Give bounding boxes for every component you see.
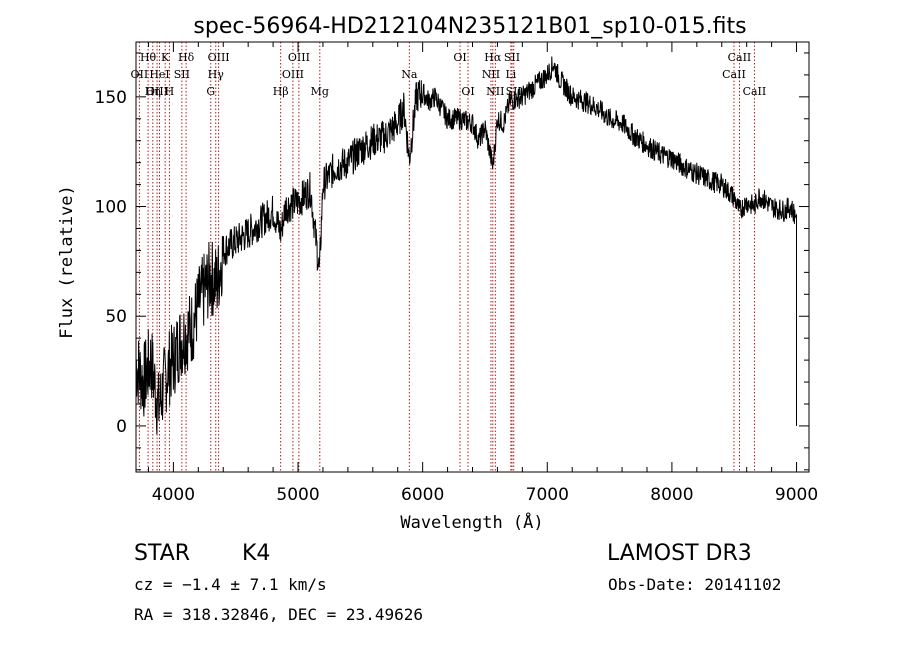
reference-line-label: Hβ bbox=[273, 85, 289, 98]
y-tick-label: 0 bbox=[116, 417, 127, 437]
axis-ticks bbox=[136, 42, 809, 472]
reference-line-labels: OIIHθHηOIIIHeIKHSIIHδGHγOIIIHβOIIIOIIIMg… bbox=[131, 51, 767, 98]
coordinates: RA = 318.32846, DEC = 23.49626 bbox=[134, 605, 423, 624]
spectrum-line bbox=[135, 56, 797, 435]
object-class: STAR bbox=[134, 541, 191, 566]
reference-line-label: SII bbox=[174, 68, 190, 81]
reference-line-label: OIII bbox=[208, 51, 230, 64]
reference-line-label: Li bbox=[505, 68, 516, 81]
reference-line-label: Hα bbox=[484, 51, 502, 64]
reference-line-label: HeI bbox=[149, 68, 169, 81]
x-tick-label: 5000 bbox=[276, 485, 319, 505]
reference-line-label: NII bbox=[482, 68, 500, 81]
reference-lines bbox=[138, 42, 755, 472]
reference-line-label: Hδ bbox=[178, 51, 195, 64]
y-tick-label: 100 bbox=[95, 198, 127, 218]
y-tick-label: 50 bbox=[105, 307, 127, 327]
x-tick-label: 4000 bbox=[152, 485, 195, 505]
reference-line-label: Hθ bbox=[140, 51, 157, 64]
reference-line-label: OI bbox=[453, 51, 466, 64]
y-tick-label: 150 bbox=[95, 88, 127, 108]
redshift-cz: cz = −1.4 ± 7.1 km/s bbox=[134, 575, 327, 594]
spectrum-series bbox=[135, 56, 797, 435]
observation-date: Obs-Date: 20141102 bbox=[608, 575, 782, 594]
reference-line-label: OI bbox=[461, 85, 474, 98]
reference-line-label: Hη bbox=[145, 85, 161, 98]
reference-line-label: OIII bbox=[146, 85, 168, 98]
reference-line-label: NII bbox=[486, 85, 504, 98]
reference-line-label: OIII bbox=[288, 51, 310, 64]
reference-line-label: G bbox=[206, 85, 215, 98]
reference-line-label: SII bbox=[504, 51, 520, 64]
x-tick-label: 9000 bbox=[775, 485, 818, 505]
reference-line-label: Na bbox=[401, 68, 418, 81]
reference-line-label: CaII bbox=[728, 51, 752, 64]
x-tick-label: 6000 bbox=[401, 485, 444, 505]
reference-line-label: Mg bbox=[311, 85, 329, 98]
reference-line-label: SII bbox=[506, 85, 522, 98]
reference-line-label: Hγ bbox=[208, 68, 225, 81]
reference-line-label: K bbox=[161, 51, 170, 64]
reference-line-label: H bbox=[165, 85, 175, 98]
axis-tick-labels: 4000 5000 6000 7000 8000 9000 0 50 100 150 bbox=[95, 88, 819, 505]
y-axis-label: Flux (relative) bbox=[57, 185, 77, 339]
reference-line-label: CaII bbox=[722, 68, 746, 81]
plot-frame bbox=[135, 41, 810, 473]
chart-title: spec-56964-HD212104N235121B01_sp10-015.f… bbox=[193, 14, 746, 39]
reference-line-label: CaII bbox=[743, 85, 767, 98]
x-tick-label: 7000 bbox=[526, 485, 569, 505]
survey-name: LAMOST DR3 bbox=[607, 541, 752, 566]
reference-line-label: OIII bbox=[282, 68, 304, 81]
spectral-subclass: K4 bbox=[242, 541, 271, 566]
x-tick-label: 8000 bbox=[650, 485, 693, 505]
x-axis-label: Wavelength (Å) bbox=[400, 511, 543, 533]
